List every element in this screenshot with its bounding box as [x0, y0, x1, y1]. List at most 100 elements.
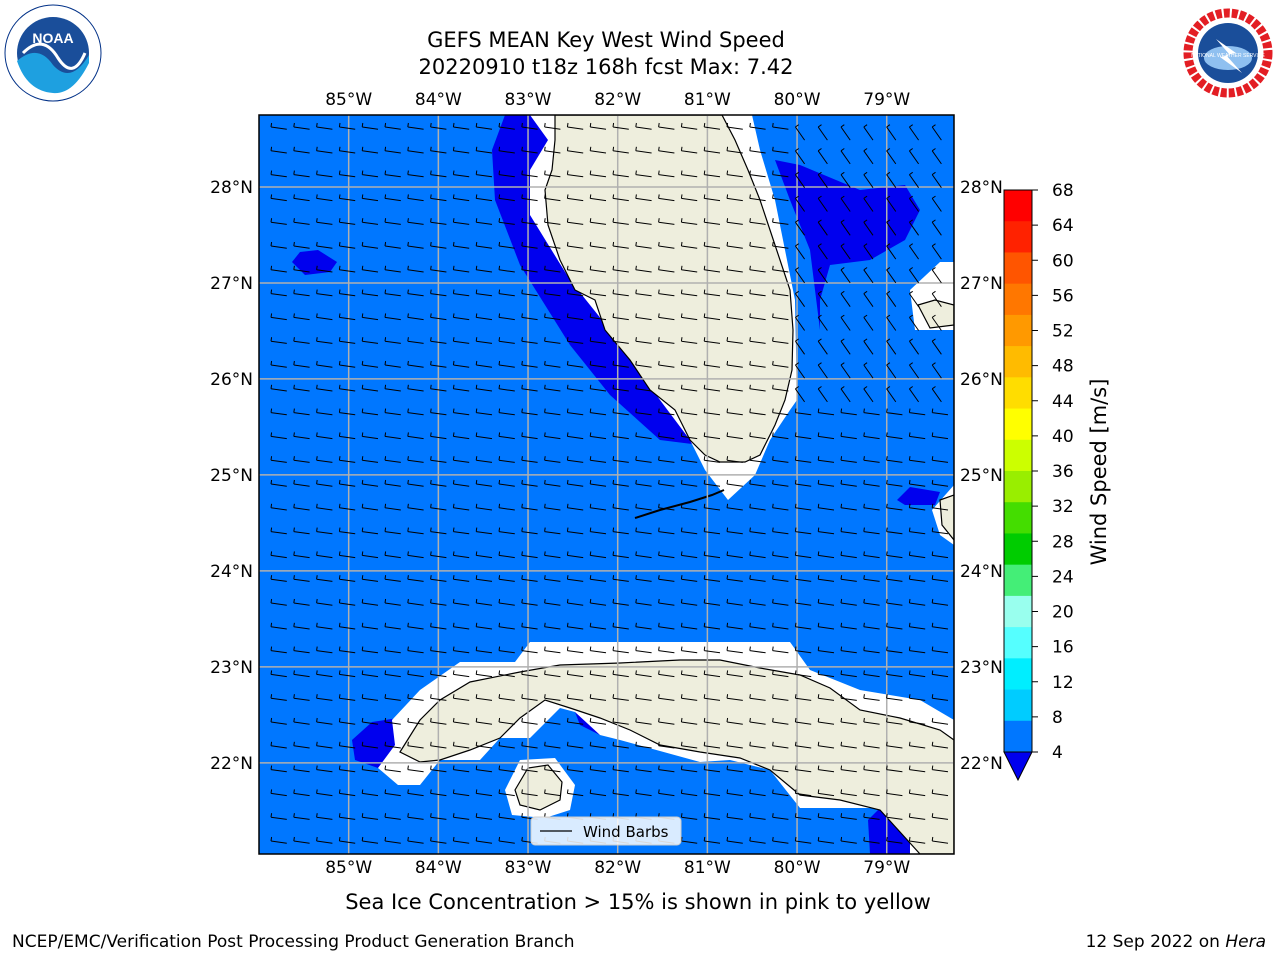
wind-barb	[452, 218, 470, 225]
wind-barb	[566, 456, 584, 463]
wind-barb	[794, 338, 806, 355]
wind-barb	[749, 717, 766, 725]
wind-barb	[521, 551, 538, 559]
wind-barb	[908, 386, 920, 403]
wind-barb	[407, 456, 424, 463]
lat-label-right: 25°N	[960, 466, 1003, 486]
wind-barb	[635, 432, 652, 440]
wind-barb	[361, 170, 379, 178]
wind-barb	[316, 360, 333, 368]
wind-barb	[658, 622, 675, 630]
wind-barb	[544, 717, 561, 725]
footer-host: Hera	[1225, 932, 1266, 952]
wind-barb	[384, 694, 401, 701]
wind-barb	[316, 836, 333, 844]
wind-barb	[863, 813, 880, 820]
wind-barb	[817, 813, 835, 820]
wind-barb	[840, 836, 857, 844]
lon-label-top: 83°W	[505, 90, 552, 110]
wind-barb	[589, 479, 607, 487]
lon-label-bottom: 85°W	[325, 858, 372, 878]
wind-barb	[749, 170, 766, 178]
wind-barb	[544, 432, 561, 440]
wind-barb	[498, 503, 515, 511]
wind-barb	[635, 694, 652, 701]
wind-barb	[612, 313, 629, 321]
wind-barb	[931, 267, 942, 284]
wind-barb	[931, 124, 942, 141]
wind-barb	[475, 670, 493, 678]
wind-barb	[772, 694, 789, 701]
wind-barb	[589, 551, 607, 559]
wind-barb	[407, 503, 424, 511]
wind-barb	[726, 313, 743, 321]
wind-barb	[863, 575, 880, 582]
wind-barb	[772, 384, 789, 392]
wind-barb	[612, 194, 629, 202]
wind-barb	[475, 622, 493, 630]
wind-barb	[658, 289, 675, 297]
wind-barb	[794, 575, 812, 582]
wind-barb	[703, 122, 721, 130]
wind-barb	[452, 432, 470, 440]
wind-barb	[726, 194, 743, 202]
wind-barb	[726, 218, 743, 225]
wind-barb	[270, 670, 287, 678]
wind-barb	[407, 646, 424, 654]
wind-barb	[794, 765, 812, 773]
wind-barb	[840, 575, 857, 582]
wind-barb	[338, 337, 356, 344]
wind-barb	[293, 194, 310, 202]
wind-barb	[589, 265, 607, 273]
wind-barb	[316, 551, 333, 559]
wind-barb	[794, 789, 812, 797]
wind-barb	[338, 265, 356, 273]
colorbar-tick-label: 28	[1052, 532, 1074, 552]
east-coast-band	[775, 160, 920, 330]
wind-barb	[361, 741, 379, 749]
wind-barb	[863, 598, 880, 606]
wind-barb	[384, 575, 401, 582]
wind-barb	[908, 527, 926, 535]
wind-barb	[794, 314, 806, 331]
wind-barb	[498, 741, 515, 749]
wind-barb	[498, 836, 515, 844]
wind-barb	[589, 170, 607, 178]
wind-barb	[498, 813, 515, 820]
wind-barb	[817, 598, 835, 606]
wind-barb	[316, 241, 333, 249]
colorbar-tick-label: 16	[1052, 638, 1074, 658]
wind-barb	[384, 265, 401, 273]
wind-barb	[521, 313, 538, 321]
wind-barb	[908, 646, 926, 654]
wind-barb	[338, 289, 356, 297]
wind-barb	[931, 575, 949, 582]
wind-barb	[293, 146, 310, 154]
lat-label-right: 22°N	[960, 754, 1003, 774]
wind-barb	[612, 503, 629, 511]
wind-barb	[680, 289, 698, 297]
wind-barb	[544, 146, 561, 154]
wind-barb	[863, 765, 880, 773]
colorbar-segment	[1004, 408, 1032, 441]
wind-barb	[772, 360, 789, 368]
wind-barb	[817, 219, 828, 236]
wind-barb	[521, 789, 538, 797]
wind-barb	[293, 765, 310, 773]
wind-barb	[749, 408, 766, 416]
wind-barb	[908, 836, 926, 844]
wind-barb	[430, 575, 447, 582]
wind-barb	[430, 646, 447, 654]
wind-barb	[886, 575, 903, 582]
colorbar-segment	[1004, 627, 1032, 659]
wind-barb	[726, 527, 743, 535]
colorbar-segment	[1004, 439, 1032, 472]
wind-barb	[270, 194, 287, 202]
wind-barb	[794, 622, 812, 630]
wind-barb	[338, 670, 356, 678]
wind-barb	[886, 338, 897, 355]
wind-barb	[270, 503, 287, 511]
wind-barb	[886, 717, 903, 725]
wind-barb	[772, 789, 789, 797]
wind-barb	[407, 360, 424, 368]
